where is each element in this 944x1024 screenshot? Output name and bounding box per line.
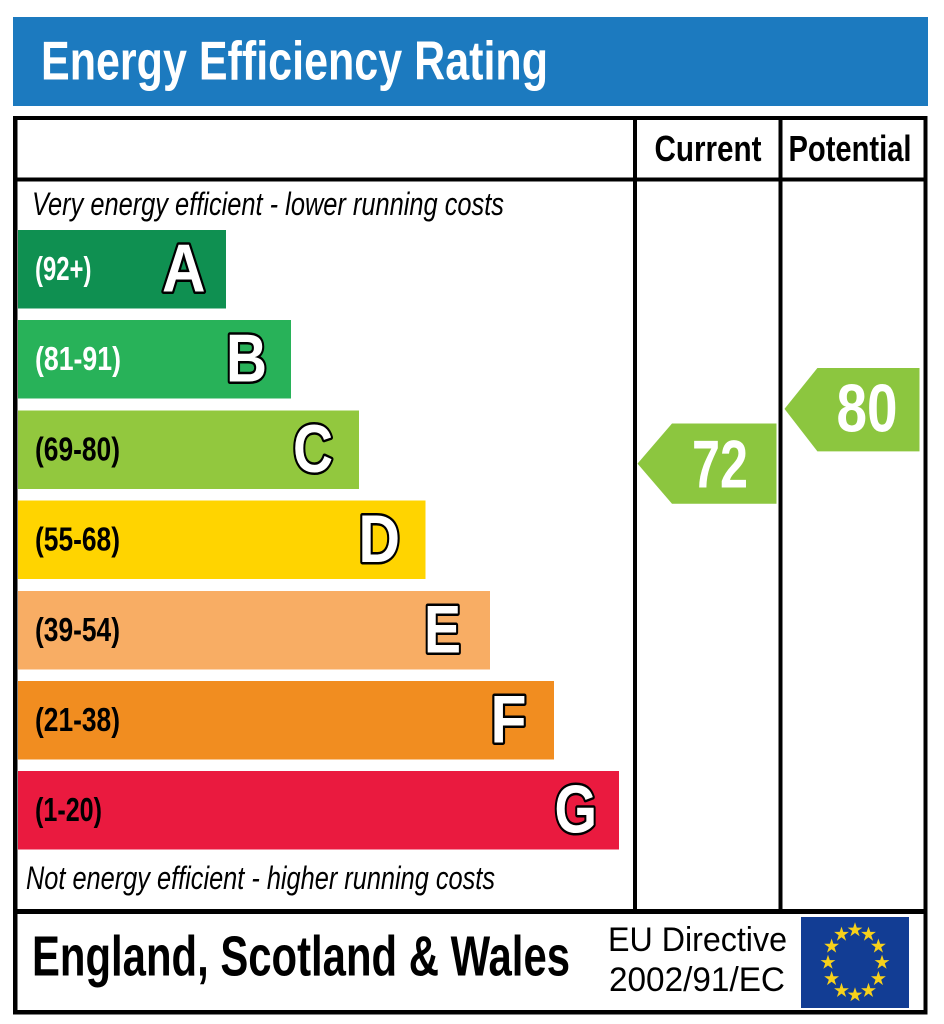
svg-text:G: G [555,772,598,848]
svg-text:Very energy efficient - lower: Very energy efficient - lower running co… [32,186,504,222]
svg-text:Potential: Potential [789,128,912,169]
svg-text:EU Directive: EU Directive [608,921,787,959]
svg-text:72: 72 [692,427,748,503]
svg-text:(1-20): (1-20) [35,791,102,828]
svg-text:D: D [359,501,401,577]
svg-text:2002/91/EC: 2002/91/EC [609,961,785,999]
svg-text:(39-54): (39-54) [35,611,120,648]
svg-text:(55-68): (55-68) [35,521,120,558]
svg-text:F: F [491,682,527,758]
svg-text:A: A [162,231,206,307]
svg-text:E: E [424,592,461,668]
svg-text:Current: Current [655,128,762,169]
svg-text:Energy Efficiency Rating: Energy Efficiency Rating [41,30,548,92]
svg-text:C: C [293,411,333,487]
svg-text:England, Scotland & Wales: England, Scotland & Wales [32,925,570,989]
svg-text:(81-91): (81-91) [35,340,121,377]
svg-text:80: 80 [837,371,898,447]
svg-text:(21-38): (21-38) [35,701,120,738]
svg-text:(92+): (92+) [35,250,92,287]
svg-text:(69-80): (69-80) [35,431,120,468]
svg-text:B: B [226,321,267,397]
svg-text:Not energy efficient - higher: Not energy efficient - higher running co… [26,860,495,896]
